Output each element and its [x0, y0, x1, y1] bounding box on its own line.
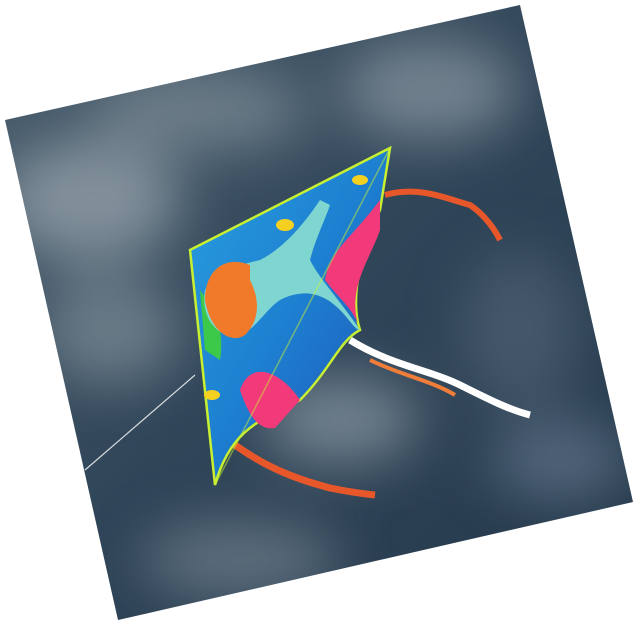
kite-coral: [325, 200, 380, 330]
kite-tail: [232, 442, 376, 499]
kite-tail: [369, 358, 457, 397]
kite-fish: [352, 175, 368, 185]
kite-spar: [214, 147, 391, 486]
kite-string: [84, 374, 196, 471]
kite-fish: [204, 390, 220, 400]
kite-tail: [348, 337, 531, 419]
kite-tail: [384, 188, 503, 242]
kite-octopus: [205, 261, 257, 339]
kite-fish: [276, 219, 294, 231]
kite-coral: [240, 371, 300, 429]
